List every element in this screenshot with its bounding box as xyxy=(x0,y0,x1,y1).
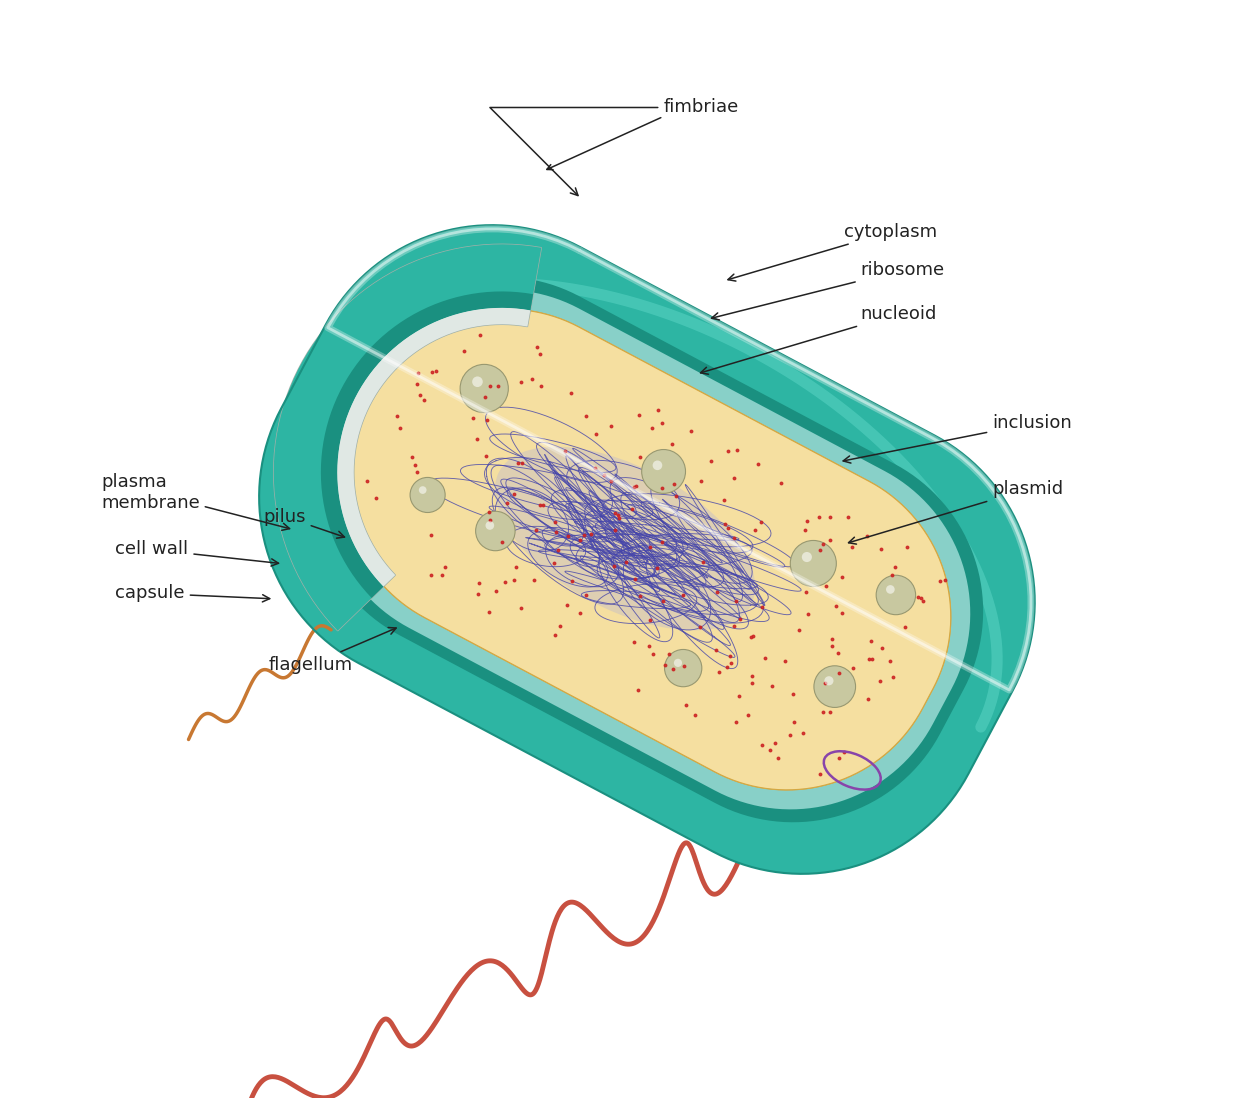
Text: ribosome: ribosome xyxy=(711,260,945,320)
Polygon shape xyxy=(324,290,970,809)
Polygon shape xyxy=(274,244,541,631)
Polygon shape xyxy=(338,308,530,587)
Circle shape xyxy=(652,460,662,470)
Text: flagellum: flagellum xyxy=(269,628,396,674)
Text: inclusion: inclusion xyxy=(844,414,1072,463)
Text: cell wall: cell wall xyxy=(115,541,279,566)
Text: pilus: pilus xyxy=(264,508,345,539)
Circle shape xyxy=(824,676,834,686)
Circle shape xyxy=(460,365,509,412)
Polygon shape xyxy=(259,225,1035,874)
Circle shape xyxy=(814,666,855,708)
Polygon shape xyxy=(344,309,951,790)
Circle shape xyxy=(790,541,836,587)
Circle shape xyxy=(419,486,426,493)
Text: plasma
membrane: plasma membrane xyxy=(101,473,290,531)
Text: nucleoid: nucleoid xyxy=(700,304,938,375)
Text: cytoplasm: cytoplasm xyxy=(728,223,938,281)
Circle shape xyxy=(410,477,445,512)
Circle shape xyxy=(674,658,682,667)
Circle shape xyxy=(886,585,895,593)
Polygon shape xyxy=(311,277,984,822)
Text: capsule: capsule xyxy=(115,585,270,602)
Circle shape xyxy=(472,377,482,387)
Polygon shape xyxy=(344,309,951,790)
Text: fimbriae: fimbriae xyxy=(490,99,739,196)
Circle shape xyxy=(665,650,701,687)
Circle shape xyxy=(876,575,915,614)
Ellipse shape xyxy=(495,446,755,631)
Polygon shape xyxy=(274,244,541,631)
Polygon shape xyxy=(352,324,985,830)
Polygon shape xyxy=(321,291,534,598)
Circle shape xyxy=(641,449,685,493)
Text: plasmid: plasmid xyxy=(849,480,1064,544)
Circle shape xyxy=(485,521,494,530)
Circle shape xyxy=(801,552,812,562)
Circle shape xyxy=(476,511,515,551)
